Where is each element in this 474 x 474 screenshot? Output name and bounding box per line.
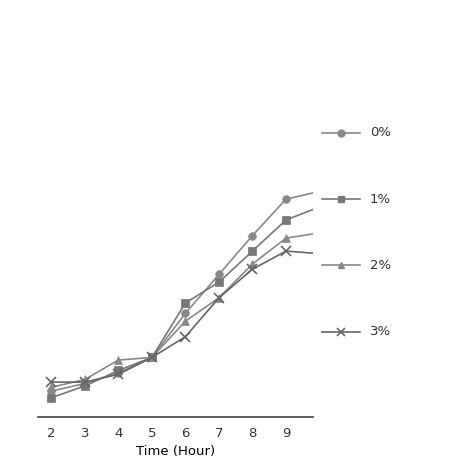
0% — [149, 355, 155, 360]
3% — [216, 295, 222, 301]
1% — [149, 355, 155, 360]
2% — [182, 318, 188, 324]
2% — [82, 377, 88, 383]
1% — [116, 367, 121, 373]
3% — [317, 251, 322, 256]
3% — [82, 379, 88, 385]
0% — [250, 233, 255, 238]
Text: 0%: 0% — [370, 126, 391, 139]
3% — [116, 372, 121, 377]
2% — [149, 355, 155, 360]
3% — [250, 266, 255, 272]
0% — [82, 381, 88, 386]
Text: 3%: 3% — [370, 325, 391, 338]
2% — [250, 261, 255, 267]
Line: 0%: 0% — [47, 188, 323, 395]
0% — [216, 272, 222, 277]
3% — [182, 334, 188, 339]
X-axis label: Time (Hour): Time (Hour) — [136, 446, 215, 458]
0% — [283, 196, 289, 202]
3% — [48, 379, 54, 385]
2% — [317, 230, 322, 236]
2% — [48, 384, 54, 390]
3% — [149, 355, 155, 360]
2% — [283, 235, 289, 241]
1% — [216, 279, 222, 285]
2% — [216, 295, 222, 301]
Text: 1%: 1% — [370, 192, 391, 206]
2% — [116, 357, 121, 363]
0% — [182, 310, 188, 316]
1% — [317, 204, 322, 210]
Line: 2%: 2% — [47, 229, 323, 391]
0% — [116, 370, 121, 376]
Text: 2%: 2% — [370, 259, 391, 272]
1% — [182, 300, 188, 306]
Line: 1%: 1% — [47, 203, 323, 401]
1% — [48, 395, 54, 401]
Line: 3%: 3% — [47, 246, 324, 387]
3% — [283, 248, 289, 254]
1% — [82, 383, 88, 389]
0% — [48, 388, 54, 394]
1% — [250, 248, 255, 254]
0% — [317, 189, 322, 194]
1% — [283, 217, 289, 223]
